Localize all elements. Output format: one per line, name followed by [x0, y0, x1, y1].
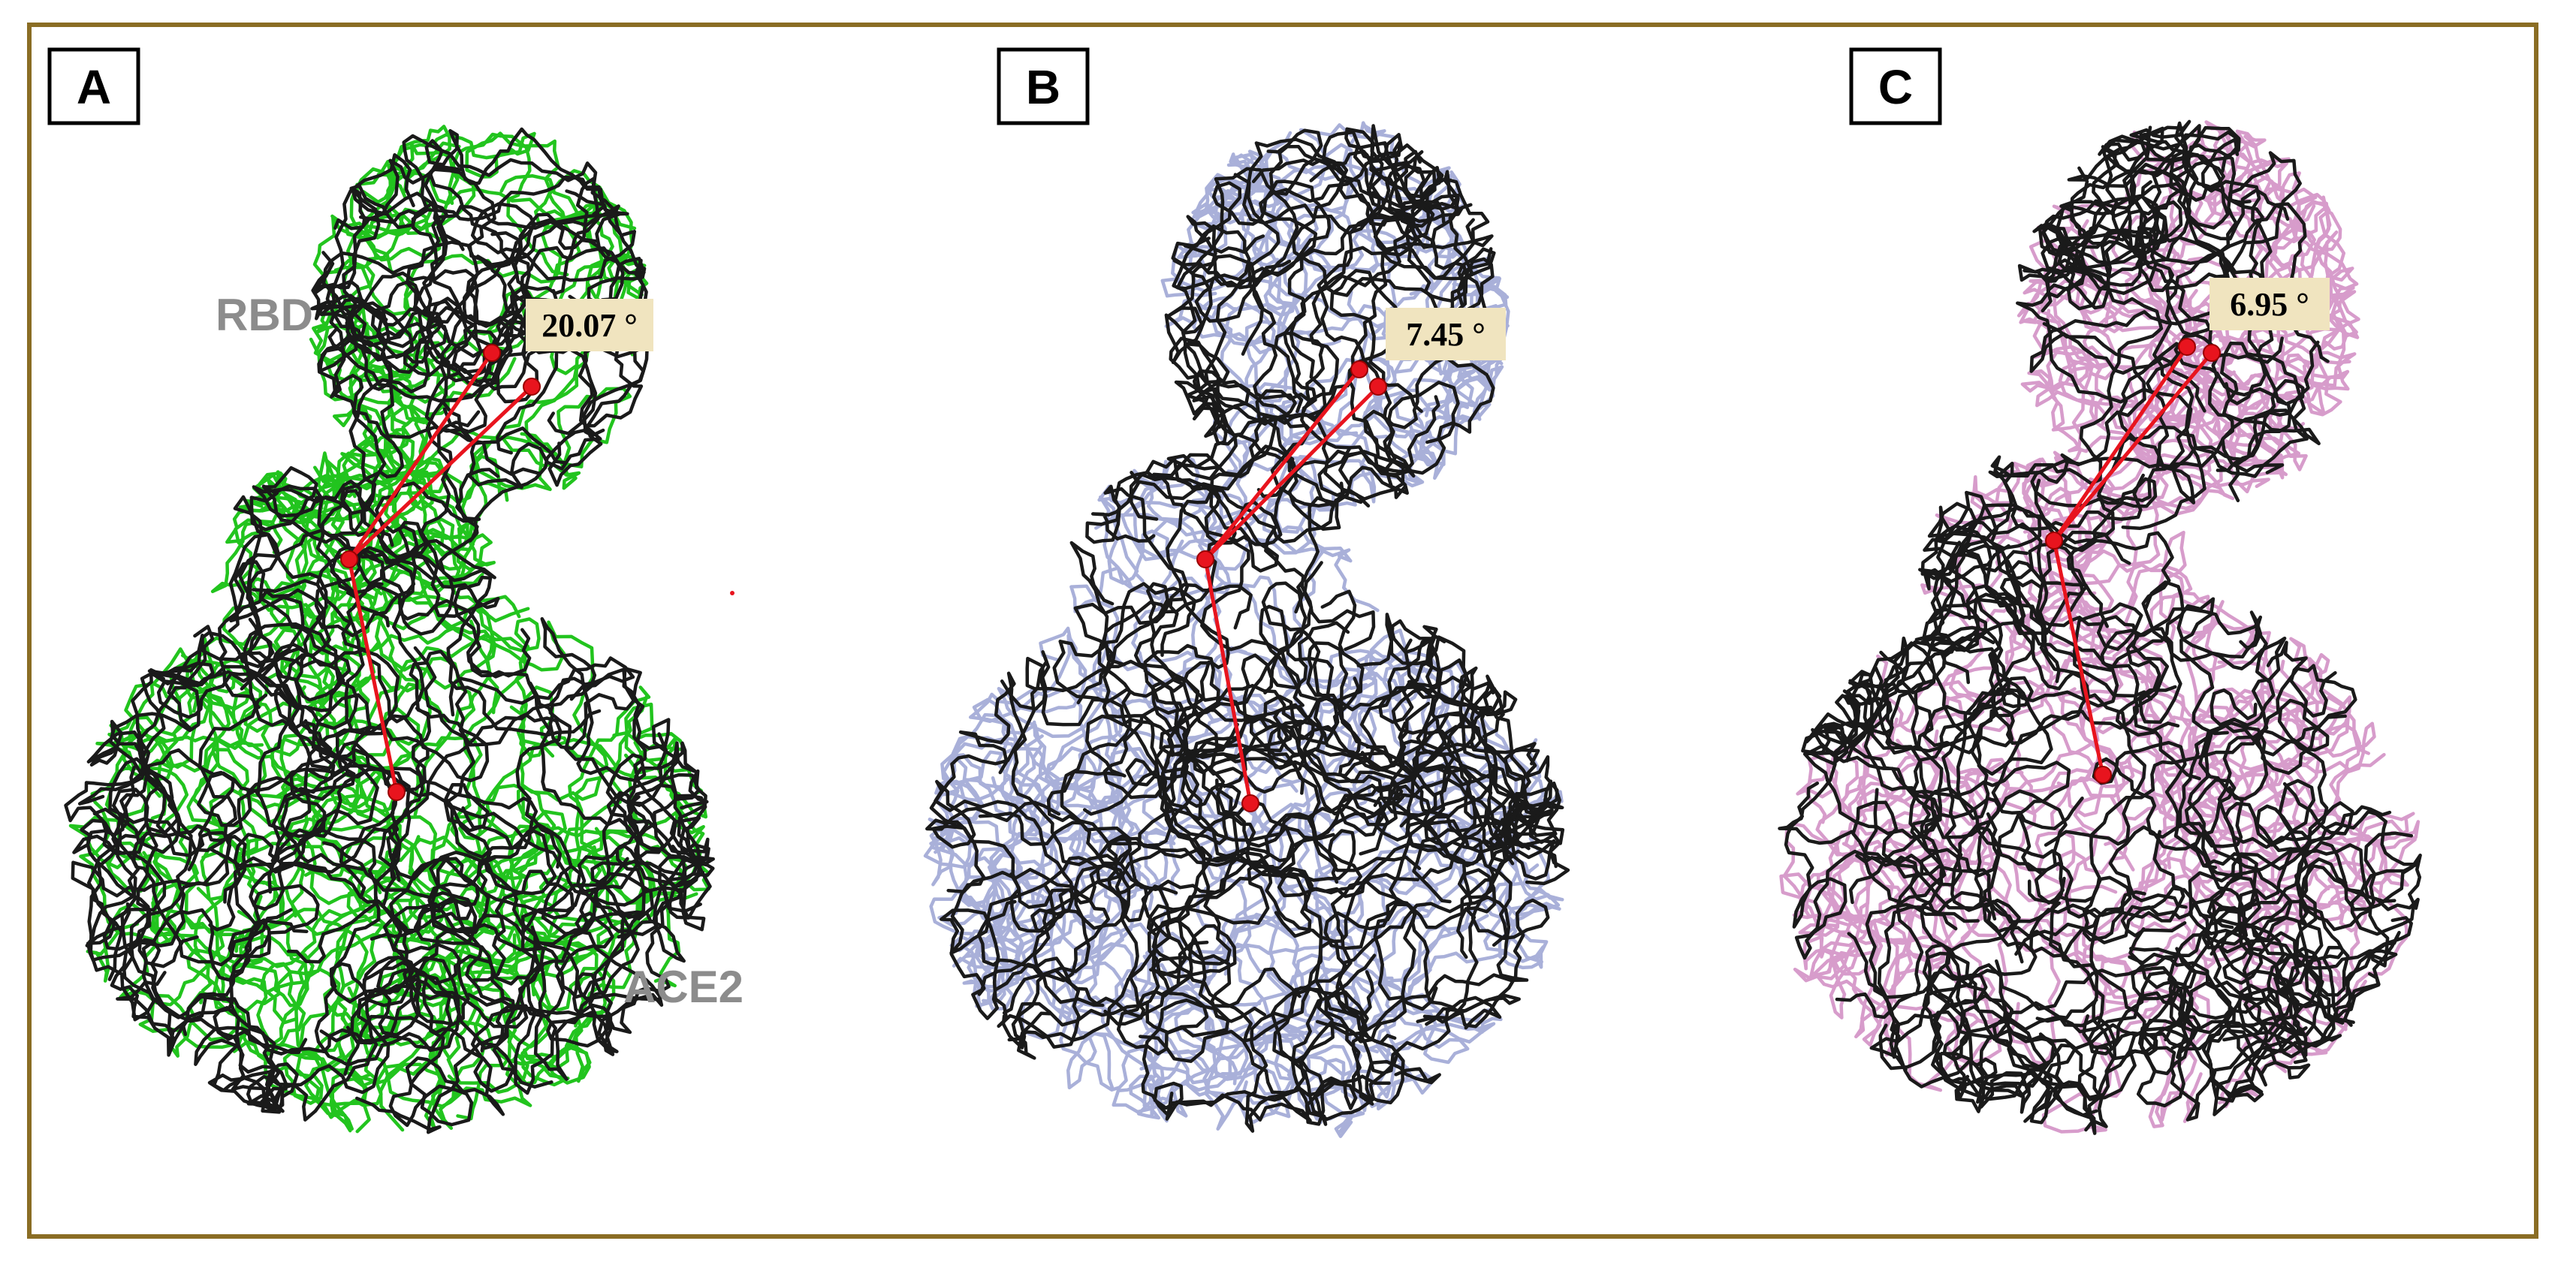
reference-trace: [1778, 119, 2422, 1135]
centroid-marker: [483, 344, 501, 362]
centroid-marker: [1369, 378, 1387, 396]
figure-frame: [27, 23, 2538, 1239]
angle-vector: [2052, 345, 2189, 542]
centroid-marker: [2045, 532, 2063, 550]
angle-value: 6.95 °: [2230, 286, 2309, 323]
angle-vector: [1204, 368, 1361, 561]
angle-vectors: [340, 344, 541, 801]
angle-value: 7.45 °: [1406, 316, 1486, 353]
angle-vector: [1204, 385, 1380, 561]
angle-label-box: [2210, 278, 2330, 330]
panel-c: C 6.95 °: [1778, 47, 2422, 1135]
angle-label-box: [526, 299, 653, 351]
rbd-label: RBD: [216, 290, 313, 340]
stray-dot: [730, 591, 734, 595]
centroid-marker: [2178, 338, 2196, 356]
centroid-marker: [340, 550, 358, 568]
panel-letter: C: [1878, 60, 1913, 114]
angle-vector: [348, 385, 533, 561]
reference-trace: [925, 124, 1570, 1133]
panel-b: B 7.45 °: [923, 47, 1570, 1138]
centroid-marker: [523, 378, 541, 396]
panel-letter: B: [1026, 60, 1060, 114]
ace2-label: ACE2: [623, 962, 744, 1012]
centroid-marker: [1350, 360, 1368, 378]
reference-trace: [64, 127, 715, 1134]
centroid-marker: [388, 783, 406, 801]
panel-letter-box: [47, 47, 140, 125]
angle-vector: [347, 351, 494, 561]
centroid-marker: [2094, 766, 2112, 784]
angle-vector: [2052, 540, 2105, 776]
angle-value: 20.07 °: [541, 307, 638, 344]
panel-letter: A: [77, 60, 111, 114]
angle-vector: [347, 559, 399, 793]
angle-vectors: [2045, 338, 2221, 784]
centroid-marker: [1196, 550, 1214, 568]
angle-vector: [1203, 559, 1253, 804]
centroid-marker: [2203, 344, 2221, 362]
panel-letter-box: [1849, 47, 1942, 125]
panel-a: A 20.07 ° RBD ACE2: [47, 47, 744, 1134]
angle-label-box: [1386, 308, 1506, 360]
panel-letter-box: [997, 47, 1090, 125]
angle-vectors: [1196, 360, 1387, 812]
centroid-marker: [1241, 794, 1259, 812]
angle-vector: [2053, 351, 2213, 542]
